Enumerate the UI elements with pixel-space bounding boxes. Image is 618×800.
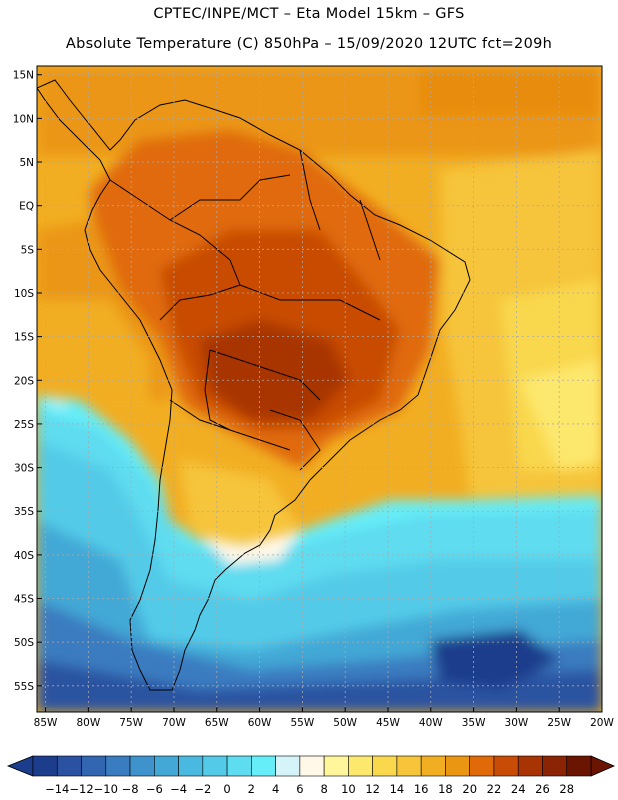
longitude-labels: 85W 80W 75W 70W 65W 60W 55W 50W 45W 40W 35W 30W 25W 2… <box>34 707 614 729</box>
lat-label: 25S <box>14 419 34 431</box>
legend-label: 20 <box>462 782 477 796</box>
legend-label: −6 <box>146 782 163 796</box>
legend-label: 18 <box>438 782 453 796</box>
legend-swatch <box>154 755 179 777</box>
lat-label: 15N <box>13 70 34 82</box>
legend-swatch <box>202 755 228 777</box>
lat-label: 5S <box>21 244 35 256</box>
lon-label: 45W <box>376 717 400 729</box>
legend-swatch <box>226 755 252 777</box>
lon-label: 75W <box>119 717 143 729</box>
lon-label: 25W <box>547 717 571 729</box>
lat-label: 40S <box>14 550 34 562</box>
legend-label: 26 <box>535 782 550 796</box>
legend-swatch <box>56 755 82 777</box>
lon-label: 30W <box>505 717 529 729</box>
legend-swatch <box>396 755 422 777</box>
lon-label: 70W <box>162 717 186 729</box>
legend-below-arrow <box>6 755 34 777</box>
legend-label: 0 <box>223 782 230 796</box>
legend-label: −2 <box>194 782 211 796</box>
legend-swatch <box>275 755 301 777</box>
lon-label: 60W <box>248 717 272 729</box>
lon-label: 20W <box>590 717 614 729</box>
lon-label: 40W <box>419 717 443 729</box>
legend-above-arrow <box>590 755 616 777</box>
lat-label: EQ <box>19 201 34 213</box>
legend-label: −8 <box>122 782 139 796</box>
legend-swatch <box>323 755 349 777</box>
lon-label: 80W <box>76 717 100 729</box>
legend-swatch <box>105 755 131 777</box>
legend-swatch <box>420 755 446 777</box>
legend-label: 6 <box>296 782 303 796</box>
legend-label: 22 <box>487 782 502 796</box>
lat-label: 15S <box>14 332 34 344</box>
lat-label: 5N <box>19 157 34 169</box>
lat-label: 35S <box>14 506 34 518</box>
legend-swatch <box>251 755 276 777</box>
lon-label: 50W <box>333 717 357 729</box>
coastline <box>37 79 471 691</box>
legend-label: 16 <box>414 782 429 796</box>
legend-label: 10 <box>341 782 356 796</box>
lon-label: 65W <box>205 717 229 729</box>
lon-label: 55W <box>291 717 315 729</box>
legend-label: 28 <box>559 782 574 796</box>
lat-label: 45S <box>14 594 34 606</box>
legend-label: −14 <box>45 782 69 796</box>
legend-swatch <box>32 755 58 777</box>
legend-swatch <box>566 755 592 777</box>
legend-label: 4 <box>272 782 279 796</box>
map-title-model: CPTEC/INPE/MCT – Eta Model 15km – GFS <box>153 6 465 22</box>
legend-label: −10 <box>94 782 118 796</box>
legend-swatch <box>445 755 470 777</box>
legend-swatch <box>178 755 204 777</box>
lat-label: 10N <box>13 113 34 125</box>
lat-label: 30S <box>14 463 34 475</box>
legend-label: 24 <box>511 782 526 796</box>
lat-label: 20S <box>14 375 34 387</box>
legend-label: 2 <box>248 782 255 796</box>
lon-label: 85W <box>34 717 58 729</box>
lon-label: 35W <box>462 717 486 729</box>
latitude-labels: 15N 10N 5N EQ 5S 10S 15S 20S 25S 30S 35S 40S 45S 50S 5… <box>13 70 42 693</box>
lat-label: 55S <box>14 681 34 693</box>
legend-swatch <box>542 755 568 777</box>
legend-swatch <box>469 755 495 777</box>
legend-swatch <box>299 755 325 777</box>
lat-label: 50S <box>14 637 34 649</box>
legend-swatch <box>348 755 373 777</box>
lat-label: 10S <box>14 288 34 300</box>
map-title-variable: Absolute Temperature (C) 850hPa – 15/09/… <box>65 36 553 52</box>
legend-swatch <box>493 755 519 777</box>
lat-lon-grid <box>37 66 603 712</box>
map-frame <box>36 65 603 713</box>
legend-tick-labels: −14 −12 −10 −8 −6 −4 −2 0 2 4 6 8 10 12 14 16 18 20 22 24 26… <box>45 782 574 796</box>
legend-swatch <box>517 755 543 777</box>
legend-swatch <box>81 755 107 777</box>
legend-swatch <box>372 755 398 777</box>
legend-label: 14 <box>390 782 405 796</box>
legend-swatch <box>129 755 155 777</box>
legend-label: 12 <box>365 782 380 796</box>
legend-label: −12 <box>69 782 93 796</box>
legend-label: −4 <box>170 782 187 796</box>
legend-label: 8 <box>320 782 327 796</box>
